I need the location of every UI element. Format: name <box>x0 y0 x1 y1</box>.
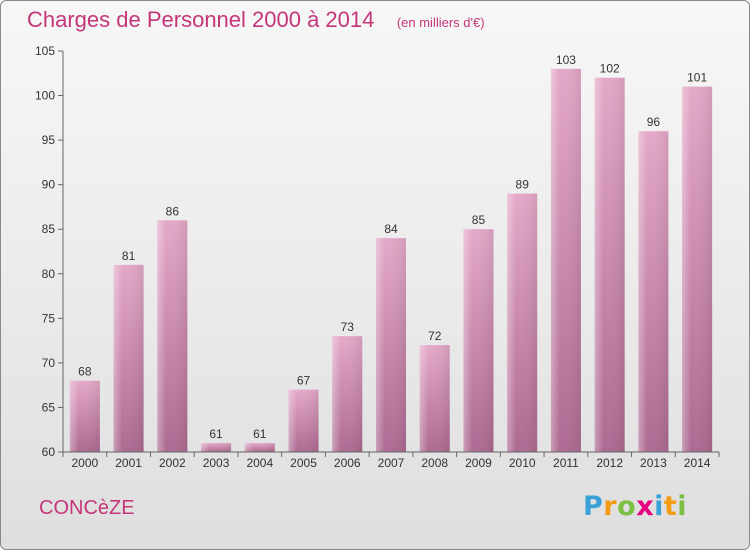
y-tick-label: 100 <box>35 89 55 103</box>
x-tick-label: 2010 <box>509 456 536 470</box>
bar-shading <box>376 238 406 452</box>
bar-value-label: 96 <box>647 115 661 129</box>
bar-value-label: 68 <box>78 365 92 379</box>
y-axis: 60 65 70 75 80 85 90 95 100 105 <box>35 44 64 459</box>
bar-value-label: 61 <box>209 427 223 441</box>
y-tick-label: 60 <box>42 445 56 459</box>
x-tick-label: 2002 <box>159 456 186 470</box>
bar-shading <box>507 193 538 453</box>
logo-letter: t <box>663 491 678 522</box>
bar-value-label: 84 <box>384 222 398 236</box>
bar-shading <box>69 380 100 452</box>
logo-letter: i <box>677 491 688 522</box>
x-tick-label: 2000 <box>72 456 99 470</box>
y-tick-label: 85 <box>42 222 56 236</box>
bar-shading <box>332 336 363 452</box>
x-tick-label: 2006 <box>334 456 361 470</box>
bar-value-label: 89 <box>516 178 530 192</box>
x-tick-label: 2005 <box>290 456 317 470</box>
bar-value-label: 102 <box>600 62 620 76</box>
bars: 68 81 86 61 61 67 73 84 72 85 89 103 102 96 101 <box>69 53 713 453</box>
proxiti-logo[interactable]: Proxiti <box>583 491 687 522</box>
x-tick-label: 2008 <box>421 456 448 470</box>
logo-letter: r <box>603 491 618 522</box>
bar-shading <box>463 229 494 452</box>
x-tick-label: 2012 <box>596 456 623 470</box>
bar-value-label: 101 <box>687 71 707 85</box>
logo-letter: P <box>583 491 604 522</box>
logo-letter: o <box>617 491 637 522</box>
bar-shading <box>419 345 450 452</box>
chart-title: Charges de Personnel 2000 à 2014 <box>27 7 375 32</box>
x-tick-label: 2014 <box>684 456 711 470</box>
bar-shading <box>638 131 669 452</box>
x-axis: 2000 2001 2002 2003 2004 2005 2006 2007 2008 2009… <box>62 451 720 470</box>
bar-value-label: 85 <box>472 213 486 227</box>
bar-shading <box>682 86 713 453</box>
chart-subtitle: (en milliers d'€) <box>396 15 485 30</box>
bar-shading <box>594 77 625 452</box>
y-tick-label: 80 <box>42 267 56 281</box>
x-tick-label: 2011 <box>553 456 579 470</box>
bar-value-label: 72 <box>428 329 442 343</box>
bar-shading <box>550 68 581 453</box>
y-tick-label: 95 <box>42 133 56 147</box>
bar-value-label: 103 <box>556 53 576 67</box>
bar-shading <box>201 443 232 452</box>
x-tick-label: 2009 <box>465 456 492 470</box>
y-tick-label: 75 <box>42 311 56 325</box>
logo-letter: i <box>654 491 664 522</box>
y-tick-label: 65 <box>42 400 56 414</box>
logo-letter: x <box>636 491 655 522</box>
bar-value-label: 81 <box>122 249 136 263</box>
x-tick-label: 2013 <box>640 456 667 470</box>
bar-shading <box>288 389 319 452</box>
bar-shading <box>113 264 144 452</box>
x-tick-label: 2003 <box>203 456 230 470</box>
bar-value-label: 86 <box>166 204 180 218</box>
bar-value-label: 67 <box>297 374 311 388</box>
x-tick-label: 2001 <box>115 456 142 470</box>
x-tick-label: 2007 <box>378 456 405 470</box>
commune-name: CONCèZE <box>39 497 135 519</box>
bar-shading <box>244 443 275 452</box>
title-row: Charges de Personnel 2000 à 2014 (en mil… <box>27 7 485 33</box>
y-tick-label: 90 <box>42 178 56 192</box>
y-tick-label: 70 <box>42 356 56 370</box>
bar-value-label: 61 <box>253 427 267 441</box>
bar-shading <box>157 220 188 452</box>
y-tick-label: 105 <box>35 44 55 58</box>
bar-value-label: 73 <box>341 320 355 334</box>
x-tick-label: 2004 <box>246 456 273 470</box>
